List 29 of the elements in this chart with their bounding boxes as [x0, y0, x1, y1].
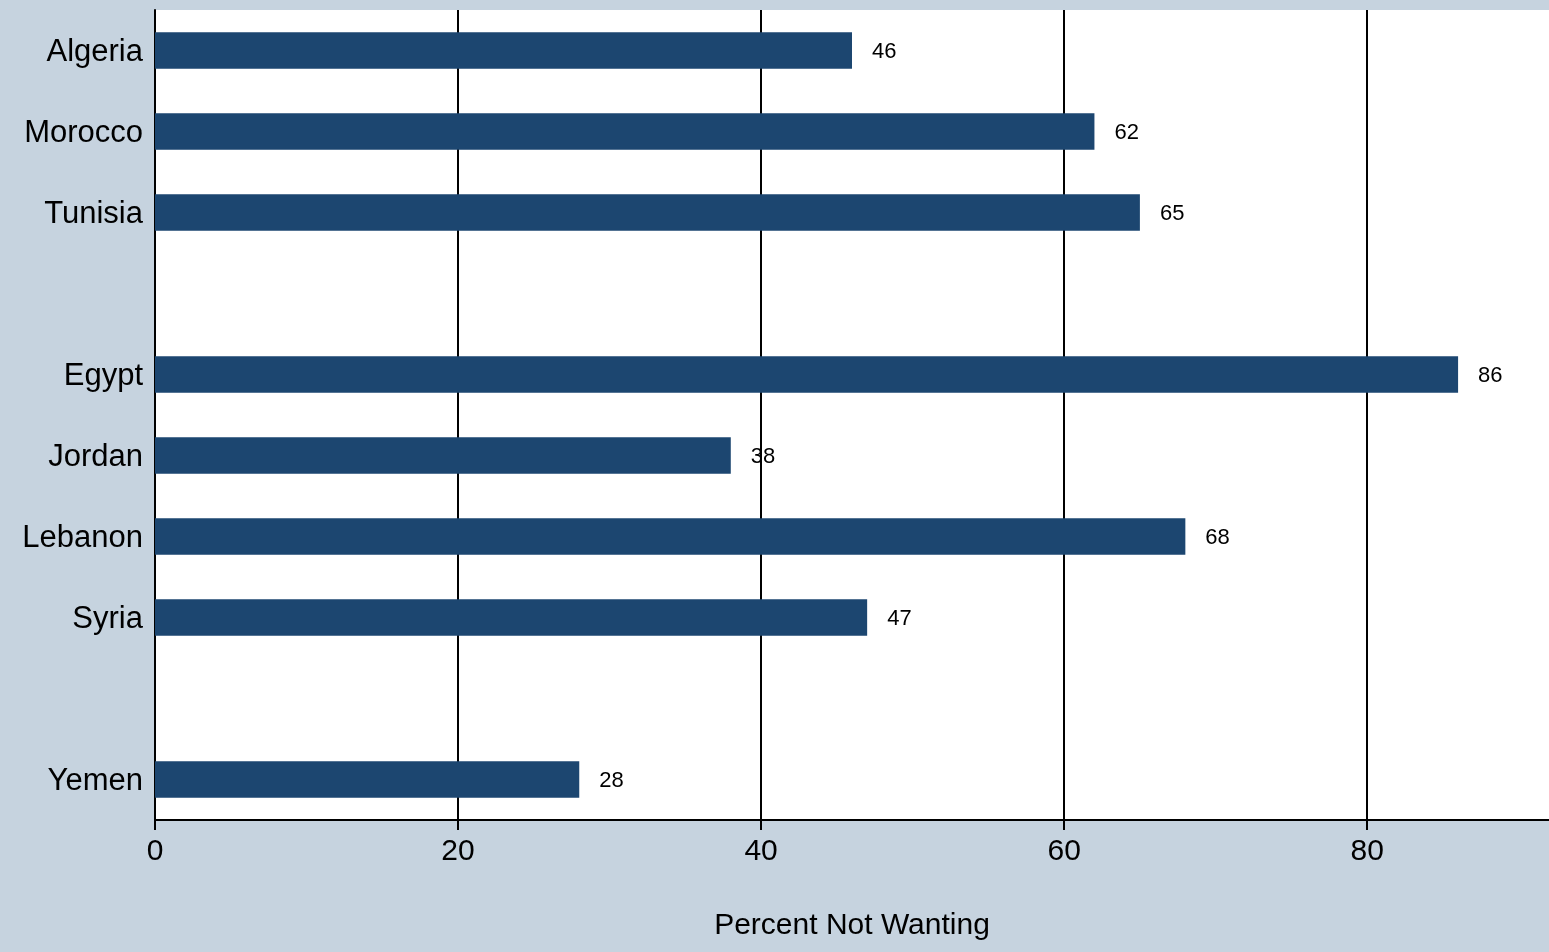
bar: [155, 356, 1459, 393]
data-label: 47: [887, 605, 912, 630]
y-tick-label: Morocco: [24, 114, 143, 149]
bar: [155, 113, 1095, 150]
x-tick-label: 20: [441, 832, 475, 866]
y-tick-label: Jordan: [48, 438, 143, 473]
data-label: 62: [1114, 119, 1139, 144]
bar: [155, 437, 731, 474]
y-tick-label: Tunisia: [44, 195, 144, 230]
x-tick-label: 60: [1047, 832, 1081, 866]
y-tick-label: Syria: [72, 600, 144, 635]
bar: [155, 761, 580, 798]
x-tick-label: 40: [744, 832, 778, 866]
x-tick-label: 0: [146, 832, 164, 866]
x-tick-label: 80: [1350, 832, 1384, 866]
y-tick-label: Algeria: [46, 33, 144, 68]
y-tick-label: Egypt: [63, 357, 144, 392]
bar: [155, 32, 852, 69]
data-label: 68: [1205, 524, 1230, 549]
x-axis-title: Percent Not Wanting: [714, 906, 990, 940]
bar: [155, 599, 868, 636]
bar: [155, 194, 1140, 231]
data-label: 65: [1159, 200, 1185, 225]
data-label: 46: [872, 38, 897, 63]
data-label: 86: [1478, 362, 1503, 387]
data-label: 28: [599, 767, 624, 792]
y-tick-label: Lebanon: [22, 519, 143, 554]
bar: [155, 518, 1186, 555]
y-tick-label: Yemen: [47, 762, 143, 797]
